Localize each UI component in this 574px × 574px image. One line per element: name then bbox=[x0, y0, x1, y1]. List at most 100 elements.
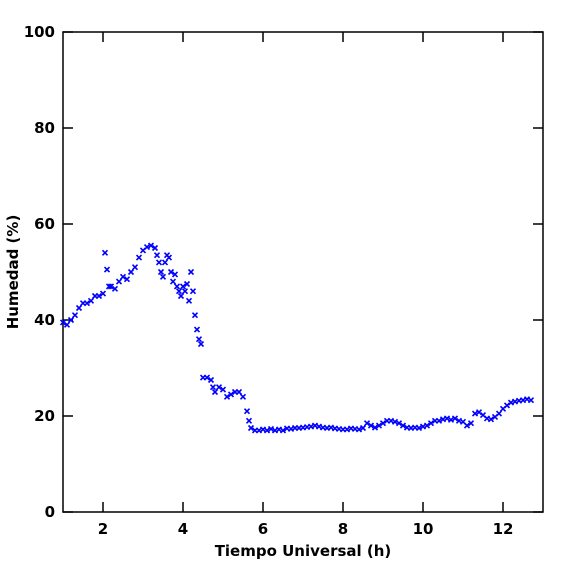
x-tick-label: 4 bbox=[178, 520, 188, 538]
point bbox=[123, 276, 131, 283]
point bbox=[71, 312, 79, 319]
point bbox=[183, 280, 191, 288]
point bbox=[59, 319, 67, 326]
point bbox=[193, 326, 201, 333]
point bbox=[239, 393, 247, 400]
plot-frame bbox=[62, 31, 544, 513]
x-tick-label: 10 bbox=[413, 520, 434, 538]
point bbox=[215, 384, 223, 391]
point bbox=[181, 288, 189, 295]
point bbox=[191, 312, 199, 319]
point bbox=[443, 415, 451, 422]
point bbox=[279, 427, 287, 434]
point bbox=[219, 386, 227, 393]
point bbox=[527, 397, 535, 404]
point bbox=[375, 422, 383, 429]
point bbox=[223, 393, 231, 400]
point bbox=[427, 420, 435, 427]
point bbox=[267, 425, 275, 433]
y-tick-label: 60 bbox=[34, 215, 55, 233]
point bbox=[359, 424, 367, 432]
point bbox=[263, 427, 271, 434]
point bbox=[495, 410, 503, 417]
point bbox=[175, 288, 183, 295]
x-tick-label: 6 bbox=[258, 520, 268, 538]
point bbox=[243, 408, 251, 415]
point bbox=[197, 340, 205, 348]
point bbox=[423, 422, 431, 429]
point bbox=[179, 283, 187, 290]
point bbox=[95, 292, 103, 300]
point bbox=[143, 243, 151, 251]
point bbox=[187, 268, 195, 276]
point bbox=[371, 424, 379, 431]
point bbox=[173, 283, 181, 290]
point bbox=[167, 268, 175, 276]
point bbox=[355, 426, 363, 433]
point bbox=[467, 420, 475, 427]
point bbox=[211, 388, 219, 396]
point bbox=[367, 422, 375, 429]
point bbox=[155, 259, 163, 266]
point bbox=[63, 321, 71, 328]
point bbox=[169, 278, 177, 285]
point bbox=[107, 283, 115, 290]
point bbox=[391, 418, 399, 425]
y-tick-label: 80 bbox=[34, 119, 55, 137]
point bbox=[395, 420, 403, 427]
point bbox=[83, 300, 91, 307]
x-tick-label: 12 bbox=[493, 520, 514, 538]
x-axis-label: Tiempo Universal (h) bbox=[215, 542, 392, 560]
point bbox=[115, 278, 123, 285]
point bbox=[111, 285, 119, 292]
point bbox=[99, 290, 107, 297]
y-tick-label: 40 bbox=[34, 311, 55, 329]
point bbox=[447, 416, 455, 423]
y-tick-label: 0 bbox=[45, 503, 55, 521]
point bbox=[105, 283, 113, 290]
point bbox=[87, 297, 95, 304]
point bbox=[151, 244, 159, 252]
point bbox=[159, 273, 167, 280]
point bbox=[101, 249, 109, 256]
point bbox=[165, 254, 173, 261]
point bbox=[177, 292, 185, 300]
point bbox=[147, 242, 155, 249]
y-tick-label: 20 bbox=[34, 407, 55, 425]
point bbox=[245, 417, 253, 424]
point bbox=[67, 316, 75, 324]
point bbox=[153, 252, 161, 259]
point bbox=[235, 388, 243, 396]
point bbox=[363, 420, 371, 427]
point bbox=[161, 259, 169, 266]
point bbox=[399, 422, 407, 429]
point bbox=[195, 336, 203, 343]
point bbox=[119, 273, 127, 280]
point bbox=[415, 424, 423, 432]
point bbox=[135, 254, 143, 261]
point bbox=[379, 420, 387, 427]
x-tick-label: 8 bbox=[338, 520, 348, 538]
point bbox=[209, 384, 217, 391]
point bbox=[103, 266, 111, 273]
y-tick-label: 100 bbox=[24, 23, 55, 41]
point bbox=[487, 416, 495, 423]
point bbox=[471, 410, 479, 417]
point bbox=[171, 271, 179, 278]
point bbox=[127, 268, 135, 276]
point bbox=[451, 415, 459, 422]
point bbox=[75, 304, 83, 312]
point bbox=[207, 376, 215, 384]
point bbox=[189, 288, 197, 295]
point bbox=[435, 417, 443, 424]
point bbox=[227, 391, 235, 398]
x-tick-label: 2 bbox=[98, 520, 108, 538]
point bbox=[247, 424, 255, 432]
point bbox=[203, 374, 211, 381]
point bbox=[131, 264, 139, 271]
point bbox=[463, 422, 471, 429]
y-axis-label: Humedad (%) bbox=[4, 215, 22, 330]
point bbox=[157, 268, 165, 276]
point bbox=[185, 297, 193, 304]
